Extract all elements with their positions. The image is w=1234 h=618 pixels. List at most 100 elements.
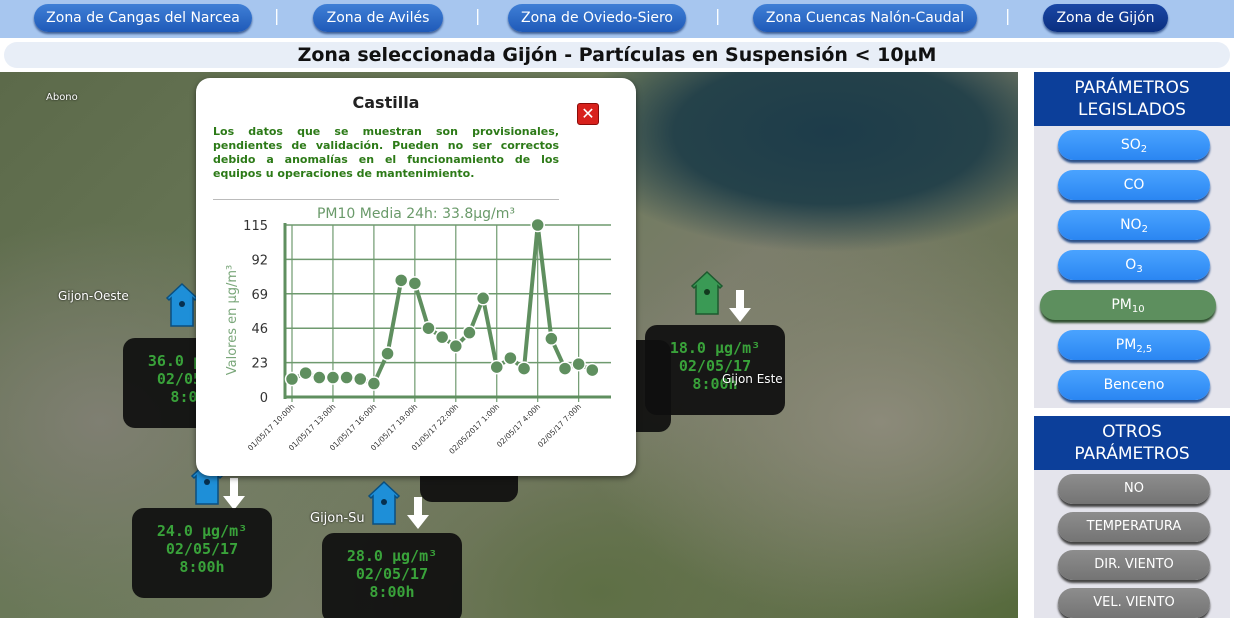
data-point[interactable] — [448, 338, 464, 354]
separator: | — [715, 6, 721, 25]
data-point[interactable] — [284, 371, 300, 387]
station-value: 18.0 µg/m³ — [669, 339, 761, 357]
series-line — [291, 224, 594, 386]
station-house-icon[interactable] — [165, 282, 199, 328]
data-point[interactable] — [475, 291, 491, 306]
data-point[interactable] — [366, 376, 382, 391]
station-value-box[interactable]: 18.0 µg/m³ 02/05/17 8:00h — [645, 325, 785, 415]
separator: | — [274, 6, 280, 25]
zone-cuencas-button[interactable]: Zona Cuencas Nalón-Caudal — [753, 4, 977, 32]
x-tick-label: 02/05/17 7:00h — [536, 402, 583, 449]
param-button-so2[interactable]: SO2 — [1058, 130, 1210, 160]
param-subscript: 10 — [1131, 304, 1145, 315]
station-house-icon[interactable] — [367, 480, 401, 526]
map-label: Gijon Este — [722, 372, 783, 386]
param-button-pm10[interactable]: PM10 — [1040, 290, 1216, 320]
separator: | — [475, 6, 481, 25]
param-button-dirviento[interactable]: DIR. VIENTO — [1058, 550, 1210, 580]
y-tick-label: 69 — [251, 288, 268, 303]
station-time: 8:00h — [692, 375, 738, 393]
param-label: PM — [1115, 337, 1137, 353]
disclaimer-text: Los datos que se muestran son provisiona… — [213, 125, 559, 180]
param-button-o3[interactable]: O3 — [1058, 250, 1210, 280]
zone-aviles-button[interactable]: Zona de Avilés — [313, 4, 443, 32]
y-tick-label: 46 — [251, 322, 268, 337]
popup-title: Castilla — [352, 93, 420, 112]
data-point[interactable] — [585, 362, 600, 378]
close-button[interactable]: ✕ — [577, 103, 599, 125]
data-point[interactable] — [325, 370, 341, 385]
chart-title: PM10 Media 24h: 33.8µg/m³ — [317, 206, 515, 222]
param-label: NO — [1120, 217, 1142, 233]
y-tick-label: 23 — [251, 357, 268, 372]
param-label: Benceno — [1103, 377, 1165, 393]
data-point[interactable] — [462, 325, 477, 340]
param-button-no[interactable]: NO — [1058, 474, 1210, 504]
other-header: OTROS PARÁMETROS — [1034, 416, 1230, 470]
param-subscript: 3 — [1136, 264, 1143, 275]
data-point[interactable] — [312, 370, 327, 385]
zone-oviedo-button[interactable]: Zona de Oviedo-Siero — [508, 4, 686, 32]
data-point[interactable] — [393, 273, 409, 288]
map-label: Gijon-Oeste — [58, 289, 129, 303]
param-button-benceno[interactable]: Benceno — [1058, 370, 1210, 400]
data-point[interactable] — [434, 329, 450, 345]
legislated-header: PARÁMETROS LEGISLADOS — [1034, 72, 1230, 126]
data-point[interactable] — [421, 320, 436, 336]
param-label: CO — [1123, 177, 1145, 193]
data-point[interactable] — [557, 361, 573, 376]
data-point[interactable] — [503, 350, 518, 366]
param-label: SO — [1120, 137, 1141, 153]
station-house-icon[interactable] — [690, 270, 724, 316]
param-button-temperatura[interactable]: TEMPERATURA — [1058, 512, 1210, 542]
y-tick-label: 115 — [243, 219, 268, 234]
station-time: 8:00h — [369, 583, 415, 601]
map-label: Abono — [46, 92, 78, 103]
y-tick-label: 92 — [251, 253, 268, 268]
arrow-down-icon — [729, 290, 751, 322]
data-point[interactable] — [516, 361, 532, 376]
data-point[interactable] — [530, 217, 545, 233]
data-point[interactable] — [339, 370, 354, 385]
map-label: Gijon-Su — [310, 511, 365, 526]
station-value-box[interactable]: 24.0 µg/m³ 02/05/17 8:00h — [132, 508, 272, 598]
y-tick-label: 0 — [260, 391, 268, 406]
y-axis-label: Valores en µg/m³ — [225, 265, 240, 376]
data-point[interactable] — [353, 371, 368, 387]
arrow-down-icon — [407, 497, 429, 529]
data-point[interactable] — [544, 331, 559, 346]
station-popup: Castilla ✕ Los datos que se muestran son… — [196, 78, 636, 476]
data-point[interactable] — [380, 346, 395, 361]
station-value: 28.0 µg/m³ — [346, 547, 438, 565]
x-tick-label: 02/05/17 4:00h — [495, 402, 542, 449]
param-subscript: 2 — [1140, 144, 1148, 155]
station-value-box[interactable]: 28.0 µg/m³ 02/05/17 8:00h — [322, 533, 462, 618]
legislated-panel: PARÁMETROS LEGISLADOS SO2 CO NO2 O3 PM10 PM2,… — [1034, 72, 1230, 408]
station-date: 02/05/17 — [165, 540, 239, 558]
param-label: PM — [1111, 297, 1132, 313]
parameter-sidebar: PARÁMETROS LEGISLADOS SO2 CO NO2 O3 PM10 PM2,… — [1030, 72, 1234, 618]
station-time: 8:00h — [179, 558, 225, 576]
data-point[interactable] — [298, 365, 313, 381]
param-button-co[interactable]: CO — [1058, 170, 1210, 200]
zone-gijon-button[interactable]: Zona de Gijón — [1043, 4, 1168, 32]
param-button-velviento[interactable]: VEL. VIENTO — [1058, 588, 1210, 618]
data-point[interactable] — [489, 359, 504, 375]
station-date: 02/05/17 — [678, 357, 752, 375]
station-date: 02/05/17 — [355, 565, 429, 583]
divider — [213, 199, 559, 200]
page-title: Zona seleccionada Gijón - Partículas en … — [4, 42, 1230, 68]
separator: | — [1005, 6, 1011, 25]
zone-cangas-button[interactable]: Zona de Cangas del Narcea — [34, 4, 252, 32]
station-value: 24.0 µg/m³ — [156, 522, 248, 540]
param-subscript: 2 — [1141, 224, 1148, 235]
data-point[interactable] — [407, 276, 423, 291]
param-button-pm25[interactable]: PM2,5 — [1058, 330, 1210, 360]
param-subscript: 2,5 — [1136, 344, 1153, 355]
param-label: O — [1125, 257, 1137, 273]
param-button-no2[interactable]: NO2 — [1058, 210, 1210, 240]
data-point[interactable] — [571, 356, 586, 372]
zone-nav: Zona de Cangas del Narcea | Zona de Avil… — [0, 0, 1234, 38]
arrow-down-icon — [223, 478, 245, 510]
